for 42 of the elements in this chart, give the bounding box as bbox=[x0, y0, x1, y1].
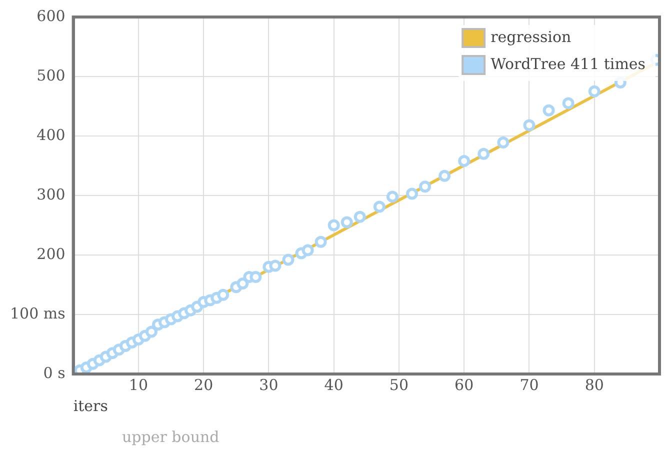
y-tick-label: 0 s bbox=[43, 364, 66, 382]
point bbox=[269, 260, 282, 272]
point bbox=[458, 154, 470, 167]
point bbox=[217, 288, 230, 301]
point bbox=[373, 200, 386, 213]
x-tick-label: 40 bbox=[324, 376, 344, 394]
point bbox=[523, 119, 536, 132]
x-tick-label: 30 bbox=[259, 376, 278, 394]
x-tick-label: 70 bbox=[520, 376, 539, 394]
text: upper bound bbox=[122, 428, 220, 446]
point bbox=[438, 170, 451, 182]
point bbox=[282, 254, 294, 266]
x-axis-title: iters bbox=[73, 396, 108, 415]
point bbox=[419, 180, 432, 193]
point bbox=[302, 244, 314, 256]
point bbox=[354, 210, 366, 223]
y-tick-label: 400 bbox=[36, 126, 66, 144]
point bbox=[340, 216, 353, 228]
point bbox=[406, 188, 418, 200]
point bbox=[562, 97, 574, 110]
y-tick-label: 300 bbox=[36, 185, 66, 204]
point bbox=[314, 236, 327, 248]
legend-label: regression bbox=[490, 28, 572, 46]
point bbox=[588, 85, 600, 98]
x-tick-label: 80 bbox=[584, 376, 604, 394]
point bbox=[542, 104, 555, 116]
y-tick-label: 200 bbox=[36, 244, 66, 263]
point bbox=[250, 271, 262, 284]
y-tick-label: 600 bbox=[36, 6, 66, 25]
point bbox=[145, 326, 158, 338]
legend-label: WordTree 411 times bbox=[490, 54, 646, 73]
x-tick-label: 20 bbox=[194, 376, 214, 394]
point bbox=[328, 219, 340, 232]
x-tick-label: 10 bbox=[128, 376, 148, 394]
point bbox=[478, 148, 490, 160]
x-tick-label: 50 bbox=[389, 376, 409, 394]
point bbox=[497, 136, 510, 149]
point bbox=[386, 190, 398, 203]
y-tick-label: 100 ms bbox=[10, 304, 66, 322]
point bbox=[236, 278, 249, 290]
y-tick-label: 500 bbox=[36, 66, 66, 84]
x-tick-label: 60 bbox=[454, 376, 474, 394]
